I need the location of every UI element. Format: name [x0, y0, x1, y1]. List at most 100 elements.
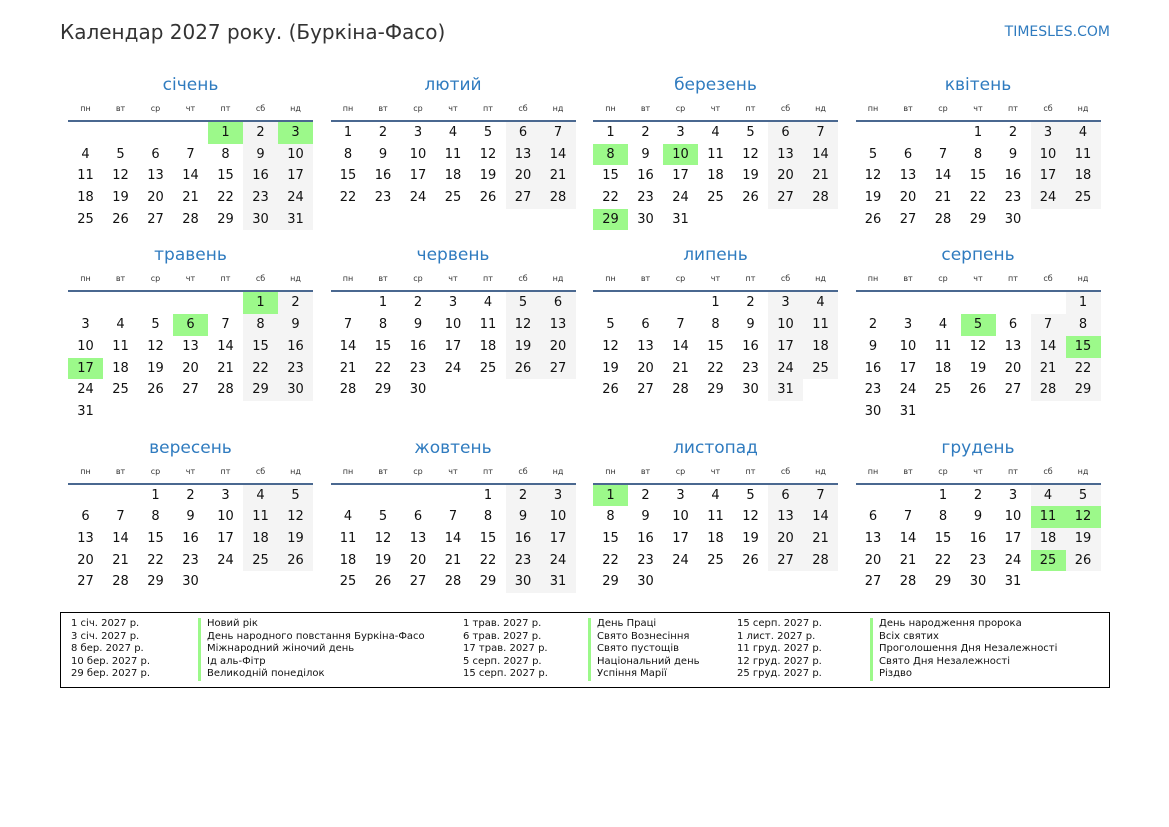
holiday-day[interactable]: 1	[208, 122, 243, 144]
day[interactable]: 1	[483, 487, 493, 503]
day[interactable]: 3	[676, 487, 685, 503]
day[interactable]: 12	[742, 509, 759, 525]
day[interactable]: 26	[742, 190, 759, 206]
day[interactable]: 29	[969, 211, 987, 227]
day[interactable]: 17	[540, 527, 576, 550]
day[interactable]: 7	[343, 317, 353, 333]
day[interactable]: 3	[1030, 122, 1066, 144]
day[interactable]: 28	[540, 187, 576, 209]
day[interactable]: 20	[768, 527, 803, 550]
day[interactable]: 23	[1004, 190, 1022, 206]
day[interactable]: 13	[899, 168, 917, 184]
day[interactable]: 30	[1004, 211, 1022, 227]
day[interactable]: 9	[505, 506, 541, 528]
day[interactable]: 24	[672, 552, 689, 568]
day[interactable]: 24	[768, 357, 803, 380]
day[interactable]: 10	[1030, 143, 1066, 166]
day[interactable]: 15	[147, 530, 164, 546]
holiday-day[interactable]: 8	[593, 143, 628, 166]
day[interactable]: 18	[444, 168, 462, 184]
day[interactable]: 22	[339, 190, 357, 206]
day[interactable]: 9	[746, 317, 755, 333]
day[interactable]: 6	[641, 317, 650, 333]
day[interactable]: 9	[278, 314, 313, 336]
day[interactable]: 1	[378, 295, 388, 311]
day[interactable]: 2	[278, 292, 313, 315]
holiday-day[interactable]: 29	[593, 208, 628, 231]
day[interactable]: 9	[868, 338, 878, 354]
day[interactable]: 20	[768, 165, 803, 188]
day[interactable]: 15	[243, 335, 278, 358]
day[interactable]: 15	[969, 168, 987, 184]
day[interactable]: 2	[973, 487, 983, 503]
day[interactable]: 19	[602, 360, 619, 376]
day[interactable]: 18	[243, 527, 278, 550]
day[interactable]: 31	[1004, 574, 1022, 590]
day[interactable]: 31	[540, 571, 576, 593]
day[interactable]: 19	[147, 360, 164, 376]
day[interactable]: 29	[934, 574, 952, 590]
day[interactable]: 24	[444, 360, 462, 376]
day[interactable]: 26	[742, 552, 759, 568]
day[interactable]: 11	[479, 317, 497, 333]
day[interactable]: 3	[540, 484, 576, 507]
day[interactable]: 2	[868, 317, 878, 333]
day[interactable]: 12	[112, 168, 129, 184]
holiday-day[interactable]: 25	[1030, 549, 1066, 572]
day[interactable]: 7	[938, 146, 948, 162]
day[interactable]: 7	[1030, 314, 1066, 336]
day[interactable]: 19	[374, 552, 392, 568]
day[interactable]: 16	[409, 338, 427, 354]
day[interactable]: 27	[505, 187, 541, 209]
day[interactable]: 4	[938, 317, 948, 333]
day[interactable]: 25	[112, 382, 129, 398]
day[interactable]: 19	[742, 530, 759, 546]
day[interactable]: 12	[278, 506, 313, 528]
day[interactable]: 16	[278, 335, 313, 358]
day[interactable]: 26	[112, 211, 129, 227]
day[interactable]: 8	[483, 509, 493, 525]
day[interactable]: 7	[676, 317, 685, 333]
day[interactable]: 25	[707, 190, 724, 206]
day[interactable]: 1	[1065, 292, 1101, 315]
day[interactable]: 9	[378, 146, 388, 162]
day[interactable]: 24	[1030, 187, 1066, 209]
day[interactable]: 9	[243, 143, 278, 166]
day[interactable]: 4	[243, 484, 278, 507]
day[interactable]: 22	[934, 552, 952, 568]
day[interactable]: 26	[278, 549, 313, 572]
day[interactable]: 12	[505, 314, 541, 336]
day[interactable]: 3	[676, 125, 685, 140]
day[interactable]: 16	[505, 527, 541, 550]
day[interactable]: 5	[116, 146, 125, 162]
site-link[interactable]: TIMESLES.COM	[1004, 24, 1110, 40]
day[interactable]: 27	[1004, 382, 1022, 398]
day[interactable]: 8	[1065, 314, 1101, 336]
day[interactable]: 16	[864, 360, 882, 376]
day[interactable]: 2	[186, 487, 195, 503]
day[interactable]: 6	[505, 122, 541, 144]
day[interactable]: 19	[479, 168, 497, 184]
day[interactable]: 27	[768, 187, 803, 209]
day[interactable]: 8	[243, 314, 278, 336]
day[interactable]: 10	[217, 509, 234, 525]
day[interactable]: 12	[479, 146, 497, 162]
day[interactable]: 10	[409, 146, 427, 162]
day[interactable]: 10	[444, 317, 462, 333]
day[interactable]: 20	[540, 335, 576, 358]
day[interactable]: 18	[112, 360, 129, 376]
holiday-day[interactable]: 1	[243, 292, 278, 315]
day[interactable]: 6	[768, 122, 803, 144]
day[interactable]: 23	[637, 190, 654, 206]
day[interactable]: 16	[243, 165, 278, 188]
day[interactable]: 28	[672, 382, 689, 398]
day[interactable]: 30	[409, 382, 427, 398]
day[interactable]: 13	[768, 143, 803, 166]
day[interactable]: 27	[899, 211, 917, 227]
day[interactable]: 7	[540, 122, 576, 144]
day[interactable]: 8	[343, 146, 353, 162]
day[interactable]: 6	[540, 292, 576, 315]
day[interactable]: 9	[1008, 146, 1018, 162]
day[interactable]: 18	[707, 168, 724, 184]
day[interactable]: 20	[409, 552, 427, 568]
